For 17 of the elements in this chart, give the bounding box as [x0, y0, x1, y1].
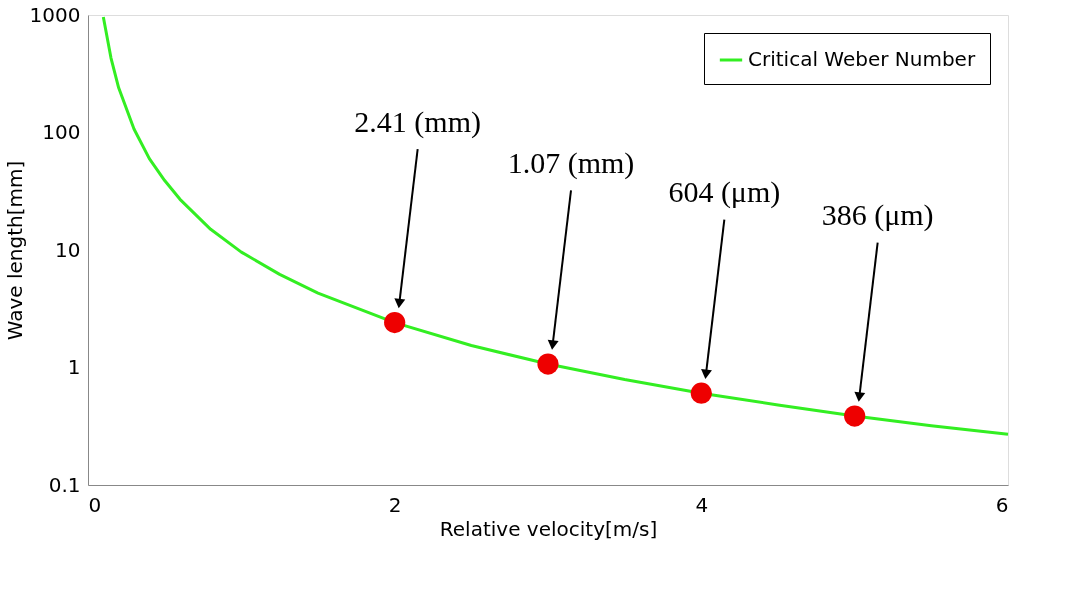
annotation: 1.07 (mm) — [507, 146, 635, 181]
y-tick-label: 1000 — [29, 2, 81, 27]
y-tick-label: 10 — [55, 237, 81, 262]
x-axis-title: Relative velocity[m/s] — [439, 516, 658, 541]
x-tick-label: 6 — [995, 492, 1009, 517]
x-tick-label: 2 — [388, 492, 402, 517]
x-tick-label: 0 — [88, 492, 102, 517]
legend-label: Critical Weber Number — [748, 47, 976, 71]
annotation: 2.41 (mm) — [354, 104, 481, 139]
annotation: 604 (μm) — [668, 175, 781, 210]
y-tick-label: 0.1 — [48, 472, 81, 497]
line-series — [101, 15, 1010, 436]
y-tick-label: 1 — [67, 355, 81, 379]
annotation: 386 (μm) — [821, 198, 934, 233]
x-tick-label: 4 — [695, 492, 709, 517]
y-tick-label: 100 — [42, 120, 81, 144]
y-axis-title: Wave length[mm] — [2, 160, 27, 341]
